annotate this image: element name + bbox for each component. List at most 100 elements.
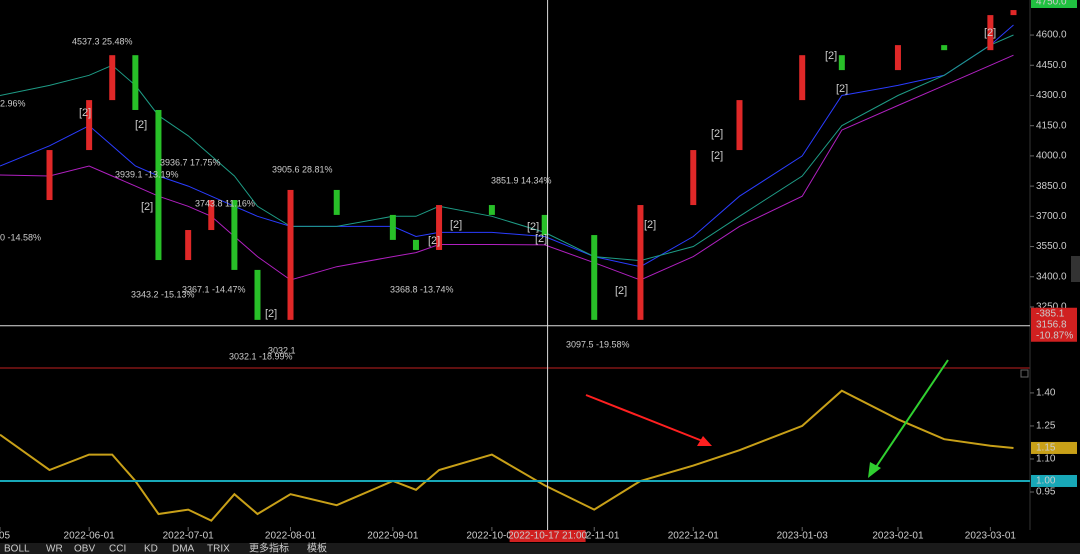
annotation: 3368.8 -13.74% (390, 284, 454, 294)
last-price-box (1031, 0, 1077, 8)
crosshair-x-box (509, 530, 586, 542)
candle (155, 109, 162, 261)
annotation: 3851.9 14.34% (491, 175, 552, 185)
signal-label: [2] (711, 128, 723, 140)
annotation: 2.96% (0, 98, 26, 108)
candle (208, 200, 215, 231)
last-price-label: 4750.0 (1036, 0, 1067, 8)
candle (591, 235, 598, 320)
green-arrow (873, 359, 949, 471)
candle (109, 55, 116, 101)
candle (690, 150, 697, 206)
annotation: 3097.5 -19.58% (566, 339, 630, 349)
annotation: 3936.7 17.75% (160, 157, 221, 167)
signal-label: [2] (141, 201, 153, 213)
indicator-tab[interactable]: TRIX (207, 544, 230, 554)
pane-toggle[interactable] (1020, 369, 1029, 378)
candle (941, 45, 948, 51)
candle (287, 189, 294, 320)
y-tick-label: 4600.0 (1036, 30, 1067, 41)
crosshair-y-label: 3156.8 (1036, 319, 1067, 330)
crosshair-y-box (1031, 307, 1077, 342)
indicator-tab[interactable]: KD (144, 544, 158, 554)
signal-label: [2] (615, 285, 627, 297)
crosshair-y-label: -385.1 (1036, 308, 1065, 319)
candle (541, 214, 548, 236)
line-series (0, 24, 1014, 268)
x-tick-label: 2022-12-01 (668, 531, 720, 542)
indicator-tab[interactable]: 模板 (307, 542, 327, 554)
candle (799, 55, 806, 101)
x-tick-label: 2023-03-01 (965, 531, 1017, 542)
annotation: 3939.1 -13.19% (115, 169, 179, 179)
x-tick-label: 2023-02-01 (872, 531, 924, 542)
candle (254, 269, 261, 320)
signal-label: [2] (79, 107, 91, 119)
y-tick-label: 4450.0 (1036, 60, 1067, 71)
annotation: 0 -14.58% (0, 232, 41, 242)
x-tick-label: 2022-11-01 (569, 531, 620, 542)
x-tick-label: 2022-10-01 (466, 531, 518, 542)
candle (86, 100, 93, 151)
annotation: 4537.3 25.48% (72, 36, 133, 46)
indicator-tab[interactable]: CCI (109, 544, 126, 554)
red-arrow-head (697, 436, 712, 446)
annotation: 3367.1 -14.47% (182, 284, 246, 294)
indicator-tab[interactable]: 更多指标 (249, 542, 289, 554)
crosshair-x-label: 2022-10-17 21:00 (508, 531, 587, 542)
signal-label: [2] (836, 83, 848, 95)
indicator-tab[interactable]: DMA (172, 544, 195, 554)
candle (488, 205, 495, 215)
candle (436, 205, 443, 250)
signal-label: [2] (644, 219, 656, 231)
line-series (0, 34, 1014, 262)
red-arrow (585, 394, 706, 443)
last-value-box (1031, 441, 1077, 454)
y-tick-label: 1.25 (1036, 421, 1056, 432)
y-tick-label: 4150.0 (1036, 120, 1067, 131)
signal-label: [2] (984, 27, 996, 39)
y-tick-label: 0.95 (1036, 487, 1056, 498)
y-tick-label: 3700.0 (1036, 211, 1067, 222)
signal-label: [2] (450, 219, 462, 231)
y-tick-label: 3250.0 (1036, 302, 1067, 313)
signal-label: [2] (428, 235, 440, 247)
x-tick-label: 2023-01-03 (777, 531, 829, 542)
line-series (0, 54, 1014, 281)
indicator-tab[interactable]: WR (46, 544, 63, 554)
signal-label: [2] (527, 221, 539, 233)
side-handle[interactable] (1071, 256, 1080, 282)
signal-label: [2] (711, 150, 723, 162)
x-tick-label: 2022-07-01 (163, 531, 215, 542)
annotation: 3343.2 -15.13% (131, 289, 195, 299)
line-series (0, 389, 1014, 522)
x-tick-label: 2022-08-01 (265, 531, 317, 542)
candle (838, 55, 845, 71)
candle (132, 55, 139, 110)
signal-label: [2] (535, 233, 547, 245)
candle (389, 214, 396, 240)
indicator-tab[interactable]: OBV (74, 544, 95, 554)
annotation: 3032.1 -18.99% (229, 351, 293, 361)
y-tick-label: 4000.0 (1036, 151, 1067, 162)
candle (333, 189, 340, 215)
last-value-label: 1.15 (1036, 443, 1056, 454)
reference-box (1031, 474, 1077, 487)
candle (46, 150, 53, 201)
x-tick-label: 2022-06-01 (64, 531, 116, 542)
annotation: 3905.6 28.81% (272, 164, 333, 174)
candle (894, 45, 901, 71)
candle (1010, 10, 1017, 16)
y-tick-label: 1.10 (1036, 454, 1056, 465)
x-tick-label: 2022-09-01 (367, 531, 419, 542)
y-tick-label: 4300.0 (1036, 90, 1067, 101)
candle (736, 100, 743, 151)
indicator-tab[interactable]: BOLL (4, 544, 30, 554)
candle (185, 230, 192, 261)
candle (637, 205, 644, 320)
reference-label: 1.00 (1036, 476, 1056, 487)
x-tick-label: 5-05 (0, 531, 10, 542)
signal-label: [2] (825, 50, 837, 62)
